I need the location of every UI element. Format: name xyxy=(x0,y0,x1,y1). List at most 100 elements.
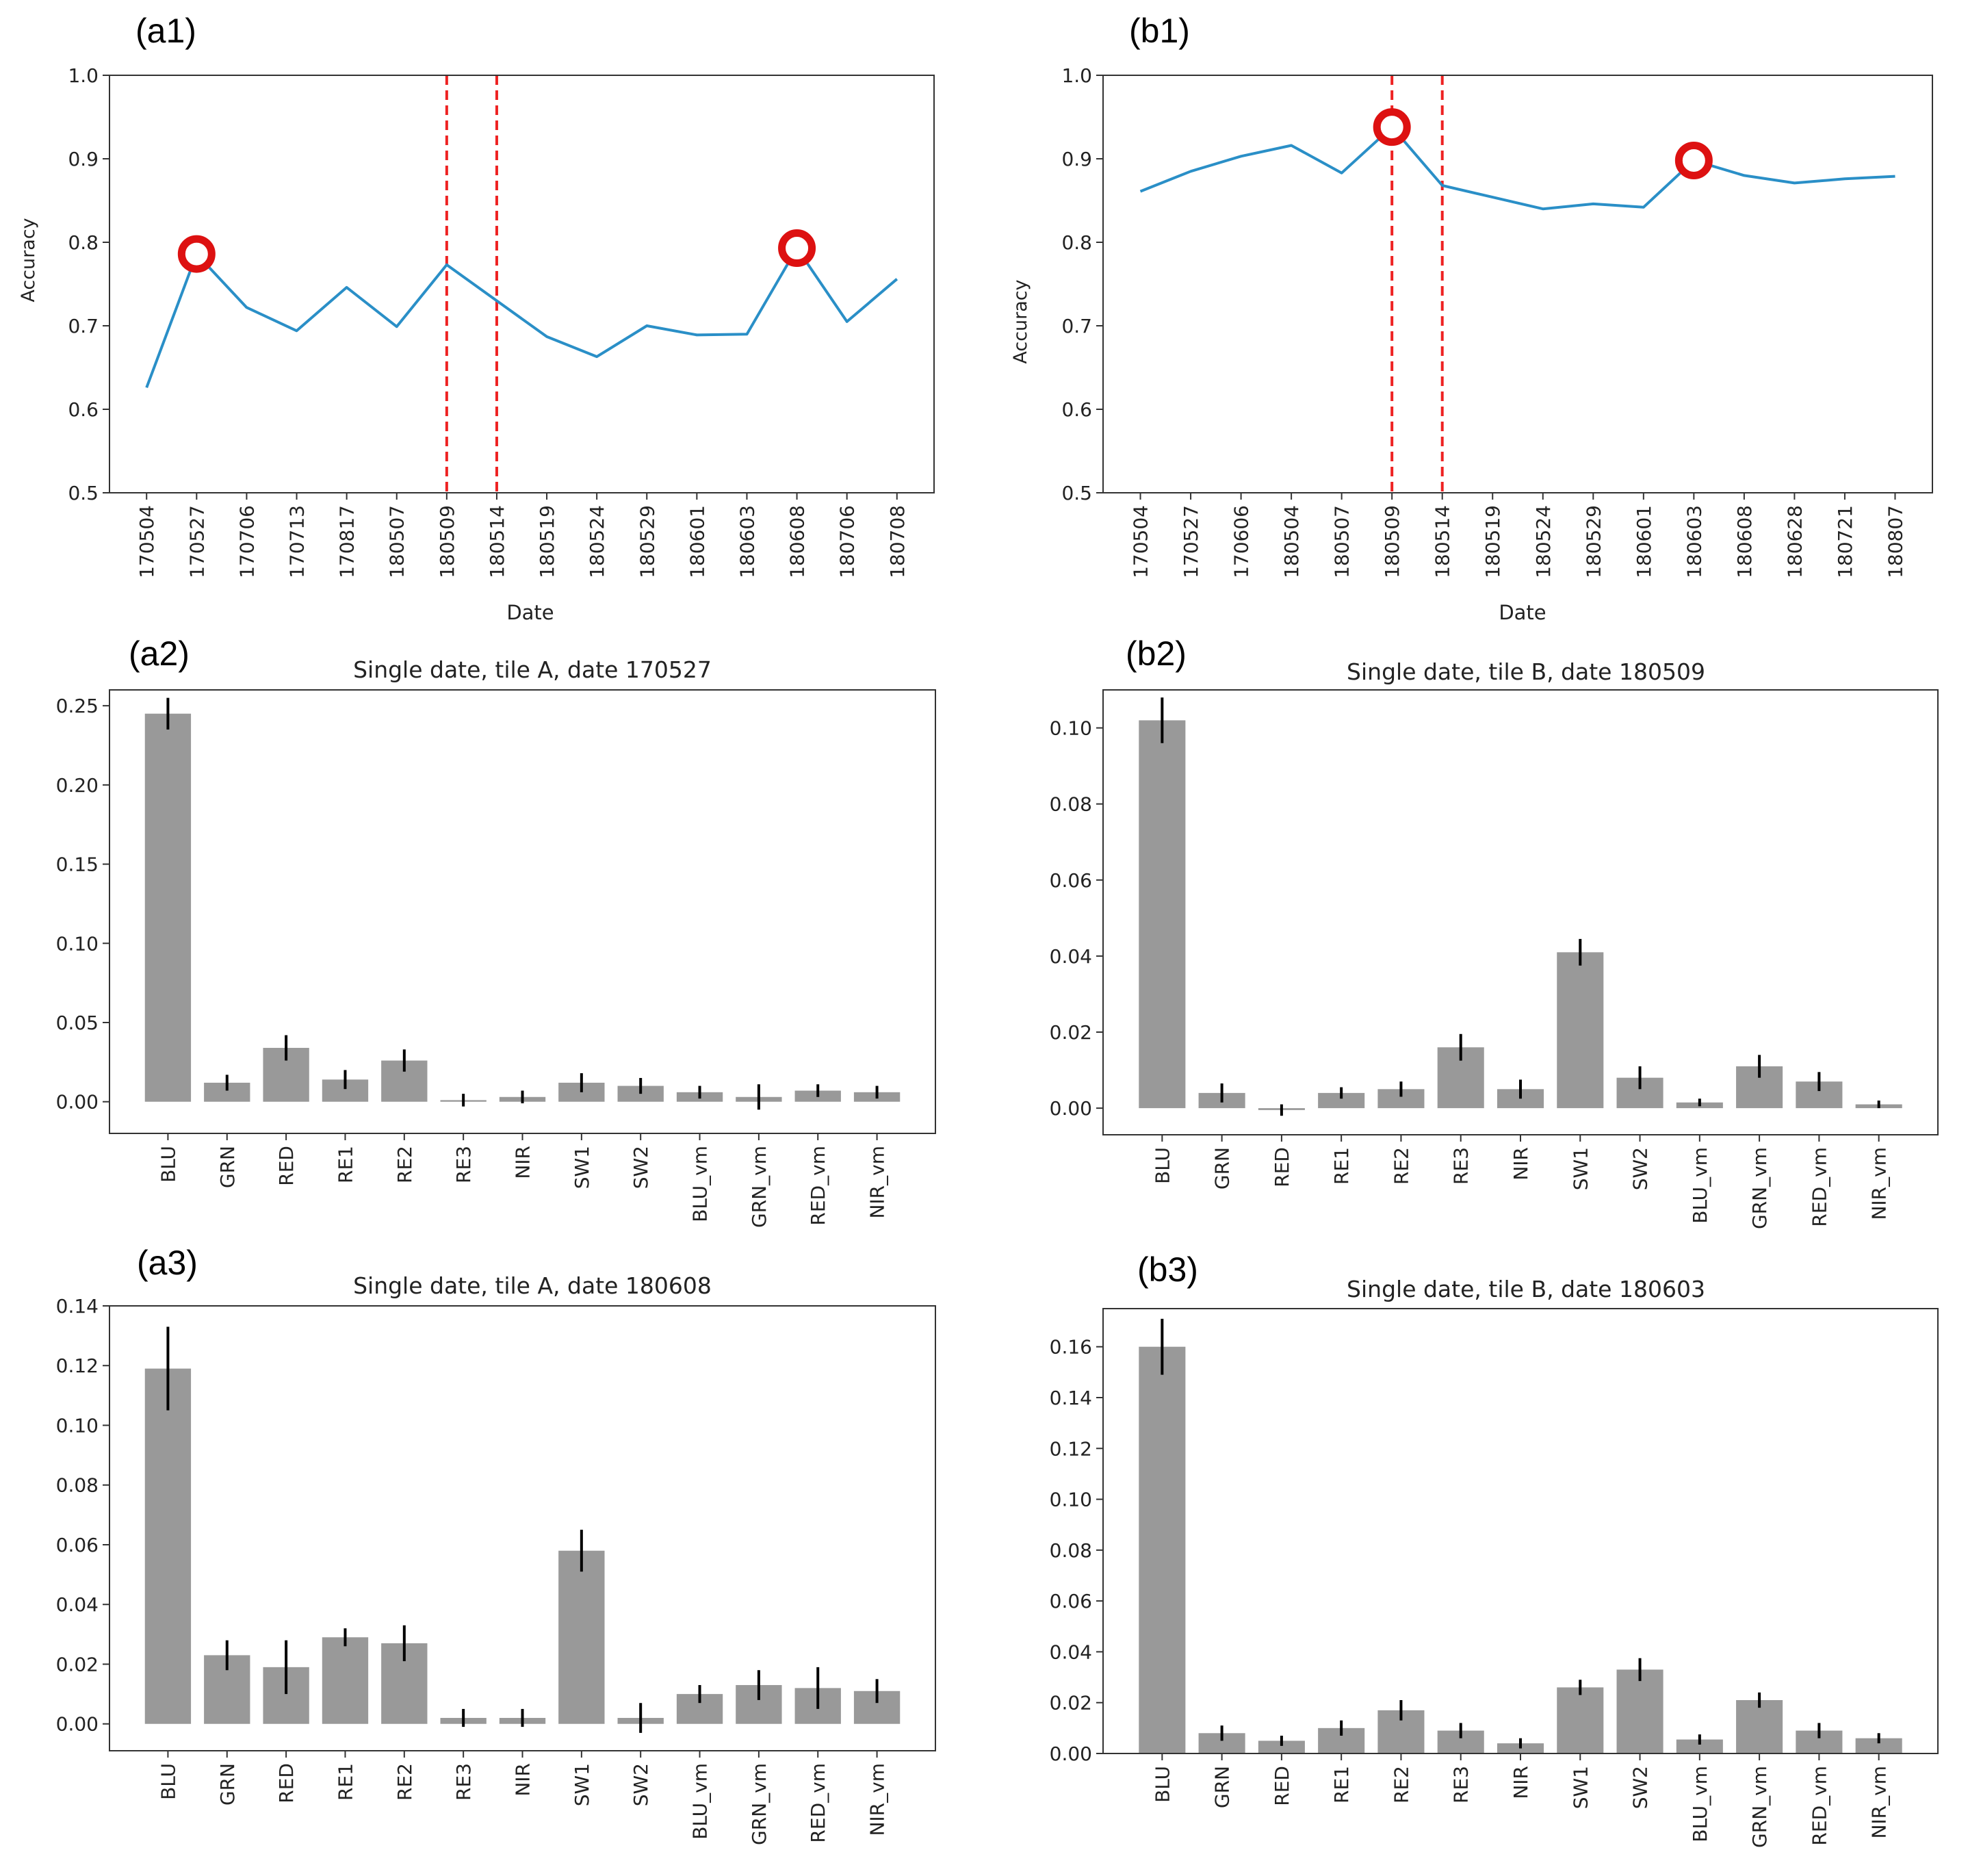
y-tick-label-a1-2: 0.7 xyxy=(68,315,99,337)
x-tick-label-b3-8: SW2 xyxy=(1629,1766,1652,1809)
y-tick-label-b3-4: 0.08 xyxy=(1050,1539,1092,1562)
x-tick-label-b1-6: 180514 xyxy=(1432,505,1454,578)
x-tick-label-b2-11: RED_vm xyxy=(1808,1147,1830,1227)
panel-label-a3: (a3) xyxy=(137,1244,198,1282)
x-tick-label-a1-8: 180519 xyxy=(536,505,558,578)
x-tick-label-b3-11: RED_vm xyxy=(1808,1766,1830,1846)
chart-title-a3: Single date, tile A, date 180608 xyxy=(353,1272,712,1299)
plot-area-b3: 0.00 0.02 0.04 0.06 0.08 0.10 0.12 0.14 0.16 BLU G… xyxy=(1050,1308,1939,1848)
x-tick-label-b1-7: 180519 xyxy=(1481,505,1504,578)
x-tick-label-a3-6: NIR xyxy=(512,1763,534,1797)
x-tick-label-a3-3: RE1 xyxy=(334,1763,357,1801)
x-tick-label-a2-9: BLU_vm xyxy=(689,1146,712,1222)
y-tick-label-b2-4: 0.08 xyxy=(1050,793,1092,816)
x-tick-label-a2-1: GRN xyxy=(216,1146,239,1188)
y-tick-label-b3-6: 0.12 xyxy=(1050,1437,1092,1460)
x-tick-label-b1-2: 170606 xyxy=(1230,505,1253,578)
y-tick-label-a2-3: 0.15 xyxy=(56,853,99,876)
y-tick-label-a3-4: 0.08 xyxy=(56,1474,99,1497)
bar-b2-7 xyxy=(1557,952,1604,1109)
y-tick-label-a1-0: 0.5 xyxy=(68,482,99,504)
x-tick-label-b3-5: RE3 xyxy=(1450,1766,1473,1803)
panel-label-b3: (b3) xyxy=(1137,1250,1198,1289)
plot-area-b1: 0.5 0.6 0.7 0.8 0.9 1.0 170504 170527 170606 1805… xyxy=(1061,64,1933,578)
bar-a3-3 xyxy=(322,1637,369,1724)
y-tick-label-b2-3: 0.06 xyxy=(1050,869,1092,892)
plot-frame-a1 xyxy=(109,75,935,493)
x-tick-label-b3-12: NIR_vm xyxy=(1868,1766,1891,1839)
y-tick-label-b2-5: 0.10 xyxy=(1050,717,1092,740)
x-tick-label-a2-0: BLU xyxy=(157,1146,179,1183)
x-tick-label-b2-9: BLU_vm xyxy=(1689,1147,1711,1224)
y-tick-label-b1-1: 0.6 xyxy=(1061,398,1092,421)
x-tick-label-a3-0: BLU xyxy=(157,1763,179,1800)
x-tick-label-a2-11: RED_vm xyxy=(807,1146,829,1226)
x-tick-label-a1-15: 180708 xyxy=(886,505,909,578)
x-tick-label-b1-9: 180529 xyxy=(1582,505,1605,578)
chart-title-b2: Single date, tile B, date 180509 xyxy=(1347,658,1705,685)
plot-frame-a2 xyxy=(109,689,936,1134)
x-tick-label-a2-8: SW2 xyxy=(630,1146,652,1189)
highlight-circle-b1-0 xyxy=(1373,108,1411,146)
x-tick-label-a2-3: RE1 xyxy=(334,1146,357,1183)
y-tick-label-b3-2: 0.04 xyxy=(1050,1641,1092,1663)
y-tick-label-b3-1: 0.02 xyxy=(1050,1692,1092,1714)
x-tick-label-a3-9: BLU_vm xyxy=(689,1763,712,1840)
x-tick-label-a3-12: NIR_vm xyxy=(866,1763,889,1836)
x-tick-label-b3-0: BLU xyxy=(1151,1766,1174,1803)
y-tick-label-b1-0: 0.5 xyxy=(1061,482,1092,504)
plot-frame-a3 xyxy=(109,1305,936,1751)
bar-b3-8 xyxy=(1616,1669,1663,1753)
panel-b2: (b2) Single date, tile B, date 180509 0.… xyxy=(1050,634,1939,1229)
bar-b3-0 xyxy=(1139,1346,1186,1753)
y-tick-label-a3-2: 0.04 xyxy=(56,1593,99,1616)
x-tick-label-a2-5: RE3 xyxy=(452,1146,475,1183)
y-tick-label-a2-0: 0.00 xyxy=(56,1091,99,1114)
x-tick-label-a3-4: RE2 xyxy=(393,1763,416,1801)
x-tick-label-a1-4: 170817 xyxy=(336,505,359,578)
x-tick-label-b1-14: 180721 xyxy=(1834,505,1856,578)
panel-label-a2: (a2) xyxy=(129,634,190,673)
x-axis-label-b1: Date xyxy=(1499,601,1546,624)
x-tick-label-a1-12: 180603 xyxy=(736,505,758,578)
y-tick-label-b2-1: 0.02 xyxy=(1050,1021,1092,1044)
highlight-circle-b1-1 xyxy=(1674,141,1713,179)
x-tick-label-a1-6: 180509 xyxy=(436,505,458,578)
x-tick-label-a1-10: 180529 xyxy=(636,505,658,578)
x-tick-label-a1-3: 170713 xyxy=(286,505,309,578)
x-tick-label-b1-15: 180807 xyxy=(1884,505,1906,578)
x-tick-label-b3-3: RE1 xyxy=(1330,1766,1353,1803)
y-tick-label-b3-0: 0.00 xyxy=(1050,1743,1092,1765)
x-tick-label-a3-7: SW1 xyxy=(571,1763,593,1806)
x-tick-label-a3-2: RED xyxy=(275,1763,298,1803)
y-tick-label-a1-3: 0.8 xyxy=(68,231,99,254)
y-tick-label-a3-7: 0.14 xyxy=(56,1295,99,1318)
x-tick-label-a1-5: 180507 xyxy=(386,505,409,578)
y-tick-label-b3-5: 0.10 xyxy=(1050,1489,1092,1511)
panel-a3: (a3) Single date, tile A, date 180608 0.… xyxy=(56,1244,936,1845)
y-tick-label-b3-7: 0.14 xyxy=(1050,1387,1092,1409)
y-tick-label-a3-1: 0.02 xyxy=(56,1653,99,1675)
y-axis-label-a1: Accuracy xyxy=(18,218,39,302)
x-tick-label-b3-1: GRN xyxy=(1211,1766,1234,1808)
x-tick-label-a1-14: 180706 xyxy=(836,505,859,578)
plot-frame-b1 xyxy=(1102,75,1933,493)
y-tick-label-a1-5: 1.0 xyxy=(68,64,99,87)
x-tick-label-b1-0: 170504 xyxy=(1130,505,1152,578)
plot-frame-b3 xyxy=(1102,1308,1939,1754)
x-tick-label-a3-5: RE3 xyxy=(452,1763,475,1801)
bar-a3-0 xyxy=(144,1368,192,1724)
x-tick-label-b2-6: NIR xyxy=(1510,1147,1532,1181)
plot-frame-b2 xyxy=(1102,689,1939,1135)
x-tick-label-a2-4: RE2 xyxy=(393,1146,416,1183)
y-tick-label-b1-5: 1.0 xyxy=(1061,64,1092,87)
plot-area-a1: 0.5 0.6 0.7 0.8 0.9 1.0 170504 170527 170706 1707… xyxy=(68,64,935,578)
x-tick-label-a3-8: SW2 xyxy=(630,1763,652,1806)
y-tick-label-a2-5: 0.25 xyxy=(56,695,99,717)
bar-b3-12 xyxy=(1855,1738,1902,1753)
x-tick-label-b3-7: SW1 xyxy=(1569,1766,1592,1809)
y-tick-label-b1-3: 0.8 xyxy=(1061,231,1092,254)
panel-label-a1: (a1) xyxy=(135,12,196,50)
x-tick-label-b1-1: 170527 xyxy=(1180,505,1202,578)
bar-b2-3 xyxy=(1318,1092,1365,1109)
